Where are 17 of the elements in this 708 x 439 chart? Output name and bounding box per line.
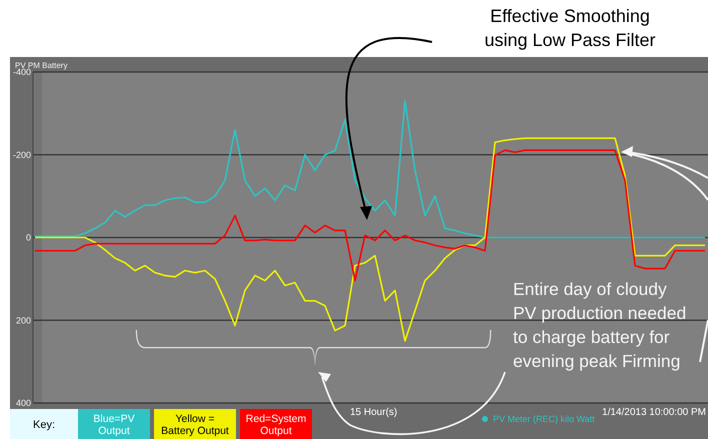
text: PV Meter (REC) kilo Watt: [493, 414, 596, 424]
y-tick-label: 400: [16, 398, 31, 408]
legend-title: Key:: [32, 419, 56, 431]
text: Blue=PV Output: [93, 413, 135, 437]
line-series: [34, 149, 706, 282]
annotation: Entire day of cloudy PV production needed to charge battery for evening peak Firming: [513, 279, 686, 371]
x-axis-title: 15 Hour(s): [350, 407, 398, 418]
text: Red=System Output: [246, 413, 306, 437]
y-tick-label: 200: [16, 315, 31, 326]
text: 1/14/2013 10:00:00 PM: [602, 407, 706, 418]
y-tick-label: 0: [26, 232, 31, 243]
line-series: [34, 100, 706, 238]
text: Yellow = Battery Output: [161, 413, 229, 437]
y-tick-label: -200: [12, 150, 31, 160]
text: Effective Smoothing using Low Pass Filter: [484, 6, 656, 50]
y-tick-label: -400: [12, 67, 31, 78]
chart-title: PV PM Battery: [15, 61, 68, 70]
